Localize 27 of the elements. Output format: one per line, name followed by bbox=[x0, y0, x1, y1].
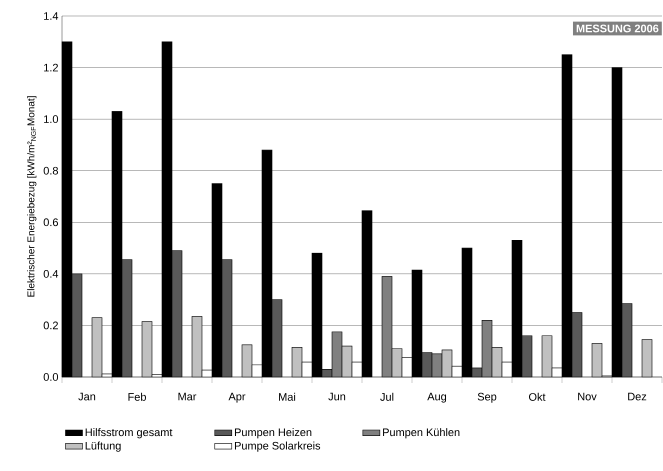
y-tick-label: 1.0 bbox=[44, 115, 58, 124]
x-tick-label: Mai bbox=[279, 392, 296, 401]
legend-label: Pumpen Kühlen bbox=[383, 428, 460, 438]
y-tick-label: 0.0 bbox=[44, 373, 58, 381]
y-tick-label: 0.6 bbox=[44, 218, 58, 226]
legend-label: Pumpe Solarkreis bbox=[234, 442, 320, 452]
y-tick-label: 1.2 bbox=[44, 64, 58, 72]
x-tick-label: Okt bbox=[528, 392, 546, 401]
x-tick-label: Jan bbox=[78, 392, 96, 400]
x-tick-label: Dez bbox=[628, 392, 646, 400]
y-tick-label: 1.4 bbox=[44, 12, 58, 20]
y-tick-label: 0.2 bbox=[44, 322, 58, 330]
x-tick-label: Nov bbox=[578, 392, 597, 400]
legend-label: Lüftung bbox=[86, 442, 121, 452]
x-tick-label: Sep bbox=[478, 392, 496, 403]
x-tick-label: Mar bbox=[178, 392, 196, 400]
x-tick-label: Jul bbox=[380, 392, 394, 401]
y-axis-title: Elektrischer Energiebezug [kWh/m²$_{NGF}$Monat] bbox=[27, 96, 36, 297]
legend-label: Pumpen Heizen bbox=[234, 428, 312, 438]
legend-label: Hilfsstrom gesamt bbox=[86, 428, 172, 438]
x-tick-label: Jun bbox=[328, 392, 346, 400]
x-tick-label: Apr bbox=[228, 392, 246, 403]
annotation: MESSUNG 2006 bbox=[576, 24, 658, 32]
y-tick-label: 0.4 bbox=[44, 270, 58, 278]
x-tick-label: Aug bbox=[427, 392, 446, 403]
x-tick-label: Feb bbox=[128, 392, 146, 401]
y-tick-label: 0.8 bbox=[44, 166, 58, 175]
